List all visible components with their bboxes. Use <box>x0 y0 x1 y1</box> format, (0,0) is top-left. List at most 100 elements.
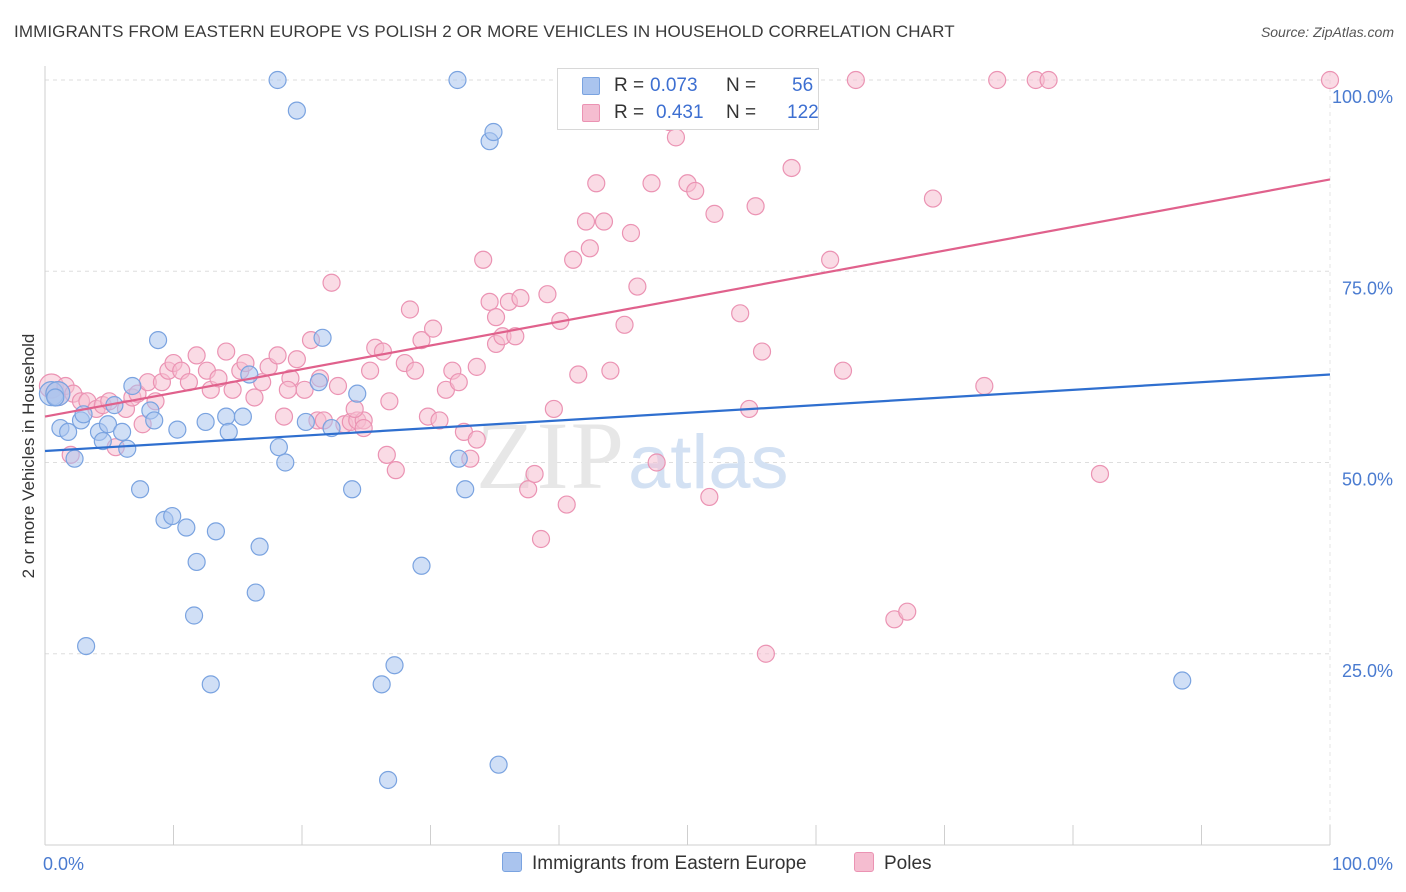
poles-point <box>373 342 393 361</box>
poles-point <box>700 487 719 507</box>
poles-point <box>423 319 443 338</box>
eastern-europe-point <box>187 552 206 572</box>
eastern-europe-point <box>372 675 391 694</box>
poles-point <box>386 461 405 480</box>
poles-point <box>287 350 306 369</box>
legend-n-label: N = <box>726 75 757 96</box>
poles-point <box>569 365 588 384</box>
poles-point <box>601 361 620 380</box>
poles-point <box>975 376 994 396</box>
poles-point <box>898 602 917 621</box>
bottom-legend-swatch-blue <box>502 852 522 872</box>
poles-point <box>511 288 530 308</box>
eastern-europe-point <box>456 480 475 499</box>
y-tick-label: 75.0% <box>1342 278 1393 298</box>
poles-point <box>361 361 380 380</box>
poles-point <box>923 189 943 208</box>
watermark-zip: ZIP <box>476 402 626 509</box>
poles-point <box>686 181 705 201</box>
eastern-europe-point <box>118 439 137 458</box>
eastern-europe-point <box>343 480 362 499</box>
eastern-europe-point <box>98 415 118 434</box>
tick-labels: 25.0% 50.0% 75.0% 100.0% 0.0% 100.0% <box>43 87 1393 874</box>
poles-point <box>474 250 493 269</box>
eastern-europe-point <box>148 331 168 350</box>
legend-r-label: R = <box>614 75 645 96</box>
eastern-europe-point <box>412 556 431 575</box>
eastern-europe-point <box>217 407 236 426</box>
poles-point <box>449 373 468 392</box>
poles-point <box>430 411 449 430</box>
poles-point <box>782 158 801 178</box>
poles-point <box>467 430 486 449</box>
poles-point <box>821 250 840 269</box>
poles-point <box>1039 70 1058 90</box>
poles-point <box>1090 464 1110 484</box>
poles-point <box>621 223 641 243</box>
eastern-europe-point <box>1173 671 1192 690</box>
poles-point <box>486 308 506 327</box>
eastern-europe-point <box>250 537 269 556</box>
bottom-legend-swatch-pink <box>854 852 874 872</box>
poles-point <box>615 315 634 334</box>
legend-swatch-blue <box>582 77 600 95</box>
x-tick-label-max: 100.0% <box>1332 854 1393 874</box>
eastern-europe-point <box>130 480 150 499</box>
poles-point <box>752 342 772 361</box>
poles-point <box>278 380 297 399</box>
eastern-europe-point <box>123 376 142 396</box>
bottom-legend-label: Immigrants from Eastern Europe <box>532 853 807 874</box>
eastern-europe-point <box>246 583 265 602</box>
eastern-europe-point <box>206 522 226 541</box>
poles-point <box>642 174 661 193</box>
eastern-europe-point <box>268 70 287 90</box>
poles-point <box>467 357 486 376</box>
poles-point <box>209 369 228 388</box>
poles-point <box>580 239 599 258</box>
poles-point <box>217 342 236 361</box>
poles-point <box>322 273 341 292</box>
eastern-europe-point <box>77 636 96 656</box>
poles-point <box>274 407 294 426</box>
eastern-europe-point <box>348 384 367 403</box>
eastern-europe-point <box>449 449 468 468</box>
eastern-europe-point <box>276 453 295 472</box>
poles-point <box>988 70 1007 90</box>
legend-n-label: N = <box>726 102 757 123</box>
legend-swatch-pink <box>582 104 600 122</box>
bottom-legend-label: Poles <box>884 853 932 874</box>
correlation-legend: R = 0.073 N = 56 R = 0.431 N = 122 <box>557 68 819 130</box>
trend-line-poles <box>44 178 1331 418</box>
eastern-europe-point <box>309 373 328 392</box>
poles-point <box>564 250 583 269</box>
x-tick-label-min: 0.0% <box>43 854 84 874</box>
poles-point <box>328 376 348 396</box>
eastern-europe-point <box>112 422 132 441</box>
poles-point <box>731 304 750 323</box>
poles-point <box>705 204 724 223</box>
eastern-europe-point <box>93 431 112 451</box>
eastern-europe-point <box>196 412 215 432</box>
legend-r-value: 0.073 <box>650 75 698 96</box>
legend-n-value: 56 <box>792 75 814 96</box>
poles-point <box>187 346 206 365</box>
source-label: Source: ZipAtlas.com <box>1260 24 1394 40</box>
eastern-europe-point <box>46 388 65 407</box>
y-axis-label: 2 or more Vehicles in Household <box>19 333 38 579</box>
bottom-legend-poles: Poles <box>854 852 932 875</box>
poles-point <box>756 644 775 663</box>
eastern-europe-point <box>163 506 182 526</box>
series-eastern-europe-points <box>38 70 1192 790</box>
poles-point <box>412 331 431 350</box>
eastern-europe-point <box>484 122 503 142</box>
poles-point <box>576 212 596 231</box>
poles-point <box>268 346 287 365</box>
poles-point <box>506 327 525 346</box>
poles-point <box>377 445 396 464</box>
poles-point <box>647 453 666 472</box>
eastern-europe-point <box>219 422 238 441</box>
trend-line-eastern-europe <box>44 373 1331 453</box>
poles-point <box>400 300 420 319</box>
eastern-europe-point <box>65 449 84 468</box>
